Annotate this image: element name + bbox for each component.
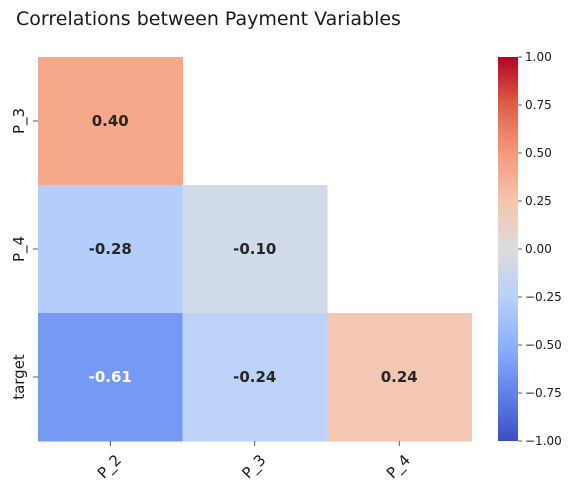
colorbar-tick-label: −1.00 <box>525 434 562 448</box>
colorbar-tick-label: 0.25 <box>525 194 552 208</box>
x-tick-label: P_4 <box>383 451 415 483</box>
y-tick-label: target <box>10 354 28 400</box>
colorbar: 1.00 0.75 0.50 0.25 0.00 −0.25 −0.50 −0.75 −1.00 <box>498 50 562 448</box>
y-tick-label: P_4 <box>10 236 29 262</box>
colorbar-tick-label: 0.50 <box>525 146 552 160</box>
chart-title: Correlations between Payment Variables <box>16 8 401 30</box>
cell-value-label: -0.61 <box>89 368 132 386</box>
cell-value-label: -0.28 <box>89 240 132 258</box>
y-tick-label: P_3 <box>10 108 29 134</box>
cell-value-label: 0.24 <box>381 368 418 386</box>
x-tick-label: P_3 <box>238 451 270 483</box>
colorbar-tick-label: 0.75 <box>525 98 552 112</box>
colorbar-tick-label: −0.50 <box>525 338 562 352</box>
cell-value-label: -0.24 <box>233 368 276 386</box>
x-axis-tick-labels: P_2 P_3 P_4 <box>94 441 415 483</box>
colorbar-tick-label: 0.00 <box>525 242 552 256</box>
cell-value-label: -0.10 <box>233 240 276 258</box>
cell-value-label: 0.40 <box>92 112 129 130</box>
colorbar-tick-label: 1.00 <box>525 50 552 64</box>
colorbar-tick-label: −0.25 <box>525 290 562 304</box>
x-tick-label: P_2 <box>94 451 126 483</box>
colorbar-gradient <box>498 57 518 441</box>
colorbar-tick-label: −0.75 <box>525 386 562 400</box>
